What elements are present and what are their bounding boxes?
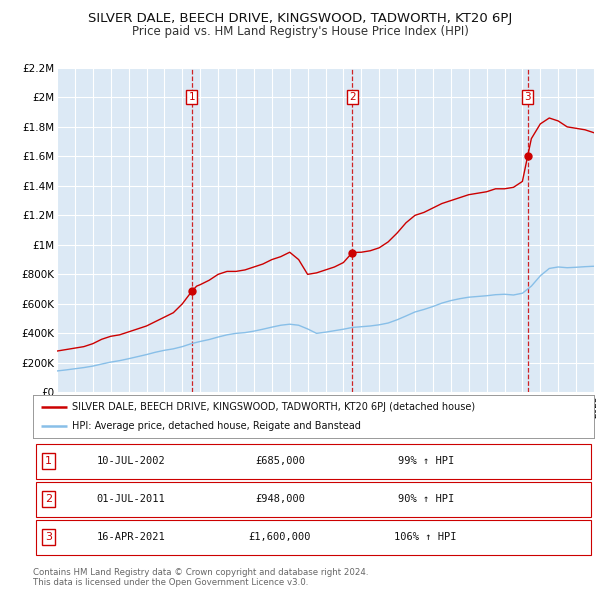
Text: 1: 1 bbox=[188, 92, 195, 102]
Text: 3: 3 bbox=[524, 92, 531, 102]
Text: SILVER DALE, BEECH DRIVE, KINGSWOOD, TADWORTH, KT20 6PJ: SILVER DALE, BEECH DRIVE, KINGSWOOD, TAD… bbox=[88, 12, 512, 25]
Text: 10-JUL-2002: 10-JUL-2002 bbox=[97, 456, 166, 466]
Text: £1,600,000: £1,600,000 bbox=[248, 532, 311, 542]
Text: 16-APR-2021: 16-APR-2021 bbox=[97, 532, 166, 542]
Text: 3: 3 bbox=[45, 532, 52, 542]
Text: 2: 2 bbox=[349, 92, 356, 102]
Text: This data is licensed under the Open Government Licence v3.0.: This data is licensed under the Open Gov… bbox=[33, 578, 308, 587]
Text: 106% ↑ HPI: 106% ↑ HPI bbox=[394, 532, 457, 542]
Text: 1: 1 bbox=[45, 456, 52, 466]
Text: £948,000: £948,000 bbox=[255, 494, 305, 504]
Text: 90% ↑ HPI: 90% ↑ HPI bbox=[398, 494, 454, 504]
Text: £685,000: £685,000 bbox=[255, 456, 305, 466]
Text: HPI: Average price, detached house, Reigate and Banstead: HPI: Average price, detached house, Reig… bbox=[72, 421, 361, 431]
Text: Price paid vs. HM Land Registry's House Price Index (HPI): Price paid vs. HM Land Registry's House … bbox=[131, 25, 469, 38]
Text: SILVER DALE, BEECH DRIVE, KINGSWOOD, TADWORTH, KT20 6PJ (detached house): SILVER DALE, BEECH DRIVE, KINGSWOOD, TAD… bbox=[72, 402, 475, 412]
Text: 99% ↑ HPI: 99% ↑ HPI bbox=[398, 456, 454, 466]
Text: Contains HM Land Registry data © Crown copyright and database right 2024.: Contains HM Land Registry data © Crown c… bbox=[33, 568, 368, 576]
Text: 2: 2 bbox=[45, 494, 52, 504]
Text: 01-JUL-2011: 01-JUL-2011 bbox=[97, 494, 166, 504]
